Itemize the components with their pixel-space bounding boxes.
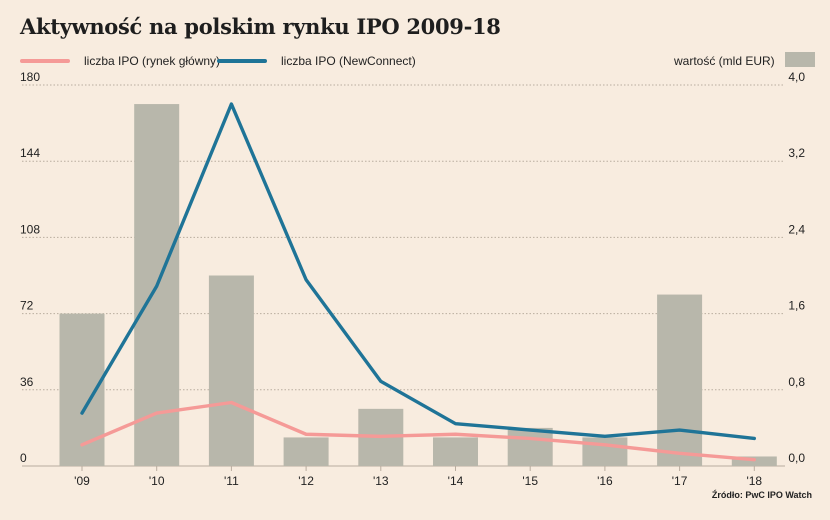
x-axis-tick-label: '11 — [224, 474, 239, 488]
right-axis-tick-label: 0,0 — [788, 451, 805, 465]
legend-swatch-main-market — [20, 59, 70, 63]
value-bar — [507, 427, 553, 466]
series-lines — [80, 102, 756, 462]
x-axis-tick-label: '16 — [597, 474, 613, 488]
value-bar — [283, 437, 329, 466]
x-axis-tick-label: '10 — [149, 474, 165, 488]
right-axis-tick-label: 1,6 — [788, 299, 805, 313]
x-axis-tick-label: '13 — [373, 474, 389, 488]
x-axis-tick-label: '09 — [74, 474, 90, 488]
chart-title: Aktywność na polskim rynku IPO 2009-18 — [20, 14, 501, 39]
left-axis-tick-label: 180 — [20, 70, 40, 84]
left-axis-tick-label: 108 — [20, 222, 40, 236]
right-axis-tick-label: 0,8 — [788, 375, 805, 389]
legend-label-value: wartość (mld EUR) — [674, 54, 775, 68]
value-bar — [657, 294, 703, 466]
right-axis-tick-label: 4,0 — [788, 70, 805, 84]
x-axis-tick-label: '17 — [672, 474, 688, 488]
x-axis-tick-label: '15 — [522, 474, 538, 488]
value-bar — [582, 437, 628, 466]
newconnect-line — [80, 102, 756, 441]
legend-label-newconnect: liczba IPO (NewConnect) — [281, 54, 416, 68]
x-axis-tick-label: '18 — [746, 474, 762, 488]
value-bar — [433, 437, 478, 466]
x-axis-tick-label: '12 — [298, 474, 314, 488]
left-axis-tick-label: 72 — [20, 299, 34, 313]
legend-item-main-market: liczba IPO (rynek główny) — [20, 54, 220, 68]
right-axis-tick-label: 3,2 — [788, 146, 805, 160]
legend-swatch-value — [784, 51, 815, 67]
left-axis-tick-label: 144 — [20, 146, 40, 160]
legend-swatch-newconnect — [217, 59, 267, 63]
legend-item-newconnect: liczba IPO (NewConnect) — [217, 54, 416, 68]
left-axis-tick-label: 36 — [20, 375, 34, 389]
x-axis-tick-label: '14 — [448, 474, 464, 488]
legend-label-main-market: liczba IPO (rynek główny) — [84, 54, 221, 68]
right-axis-tick-label: 2,4 — [788, 222, 805, 236]
value-bar — [208, 275, 254, 466]
main-market-line — [80, 400, 756, 462]
source-note: Źródło: PwC IPO Watch — [711, 490, 812, 500]
axis-labels: 0 0,0 36 0,8 72 1,6 108 2,4 144 3,2 180 4,0 '09 '10 '1… — [20, 70, 805, 488]
value-bars — [59, 104, 777, 467]
legend-item-value: wartość (mld EUR) — [674, 50, 815, 68]
left-axis-tick-label: 0 — [20, 451, 27, 465]
